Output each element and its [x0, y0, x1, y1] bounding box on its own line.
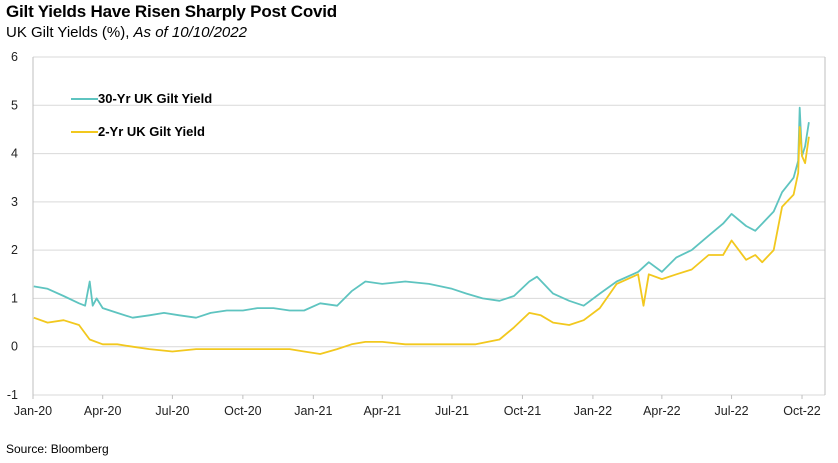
y-tick-label: 2 — [11, 243, 18, 257]
subtitle-text: UK Gilt Yields (%), — [6, 24, 134, 41]
x-tick-label: Jan-20 — [14, 404, 52, 418]
series-line-30yr — [33, 106, 810, 319]
y-tick-label: 3 — [11, 195, 18, 209]
legend-label: 30-Yr UK Gilt Yield — [98, 91, 212, 106]
x-tick-label: Jul-20 — [155, 404, 189, 418]
x-tick-label: Oct-22 — [783, 404, 821, 418]
y-tick-label: 0 — [11, 340, 18, 354]
legend-label: 2-Yr UK Gilt Yield — [98, 124, 205, 139]
series-lines — [33, 106, 810, 355]
y-tick-label: 6 — [11, 50, 18, 64]
y-tick-label: 1 — [11, 291, 18, 305]
x-tick-label: Jan-22 — [574, 404, 612, 418]
series-line-2yr — [33, 126, 810, 355]
axes — [32, 57, 826, 395]
x-tick-label: Oct-21 — [504, 404, 542, 418]
x-tick-label: Jul-22 — [715, 404, 749, 418]
chart-subtitle: UK Gilt Yields (%), As of 10/10/2022 — [6, 24, 247, 41]
y-tick-label: 5 — [11, 98, 18, 112]
gridlines — [33, 56, 825, 396]
x-tick-label: Apr-20 — [84, 404, 122, 418]
y-tick-label: -1 — [7, 388, 18, 402]
y-tick-label: 4 — [11, 147, 18, 161]
x-tick-label: Jul-21 — [435, 404, 469, 418]
chart-title: Gilt Yields Have Risen Sharply Post Covi… — [6, 2, 337, 21]
x-tick-label: Oct-20 — [224, 404, 262, 418]
x-tick-label: Jan-21 — [294, 404, 332, 418]
subtitle-as-of-date: As of 10/10/2022 — [133, 24, 247, 41]
x-axis-ticks: Jan-20 Apr-20 Jul-20 Oct-20 Jan-21 Apr-21 Jul-… — [14, 395, 821, 418]
legend: 30-Yr UK Gilt Yield 2-Yr UK Gilt Yield — [71, 91, 212, 139]
source-note: Source: Bloomberg — [6, 442, 109, 456]
x-tick-label: Apr-21 — [364, 404, 402, 418]
x-tick-label: Apr-22 — [643, 404, 681, 418]
y-axis-ticks: -1 0 1 2 3 4 5 6 — [7, 50, 18, 402]
